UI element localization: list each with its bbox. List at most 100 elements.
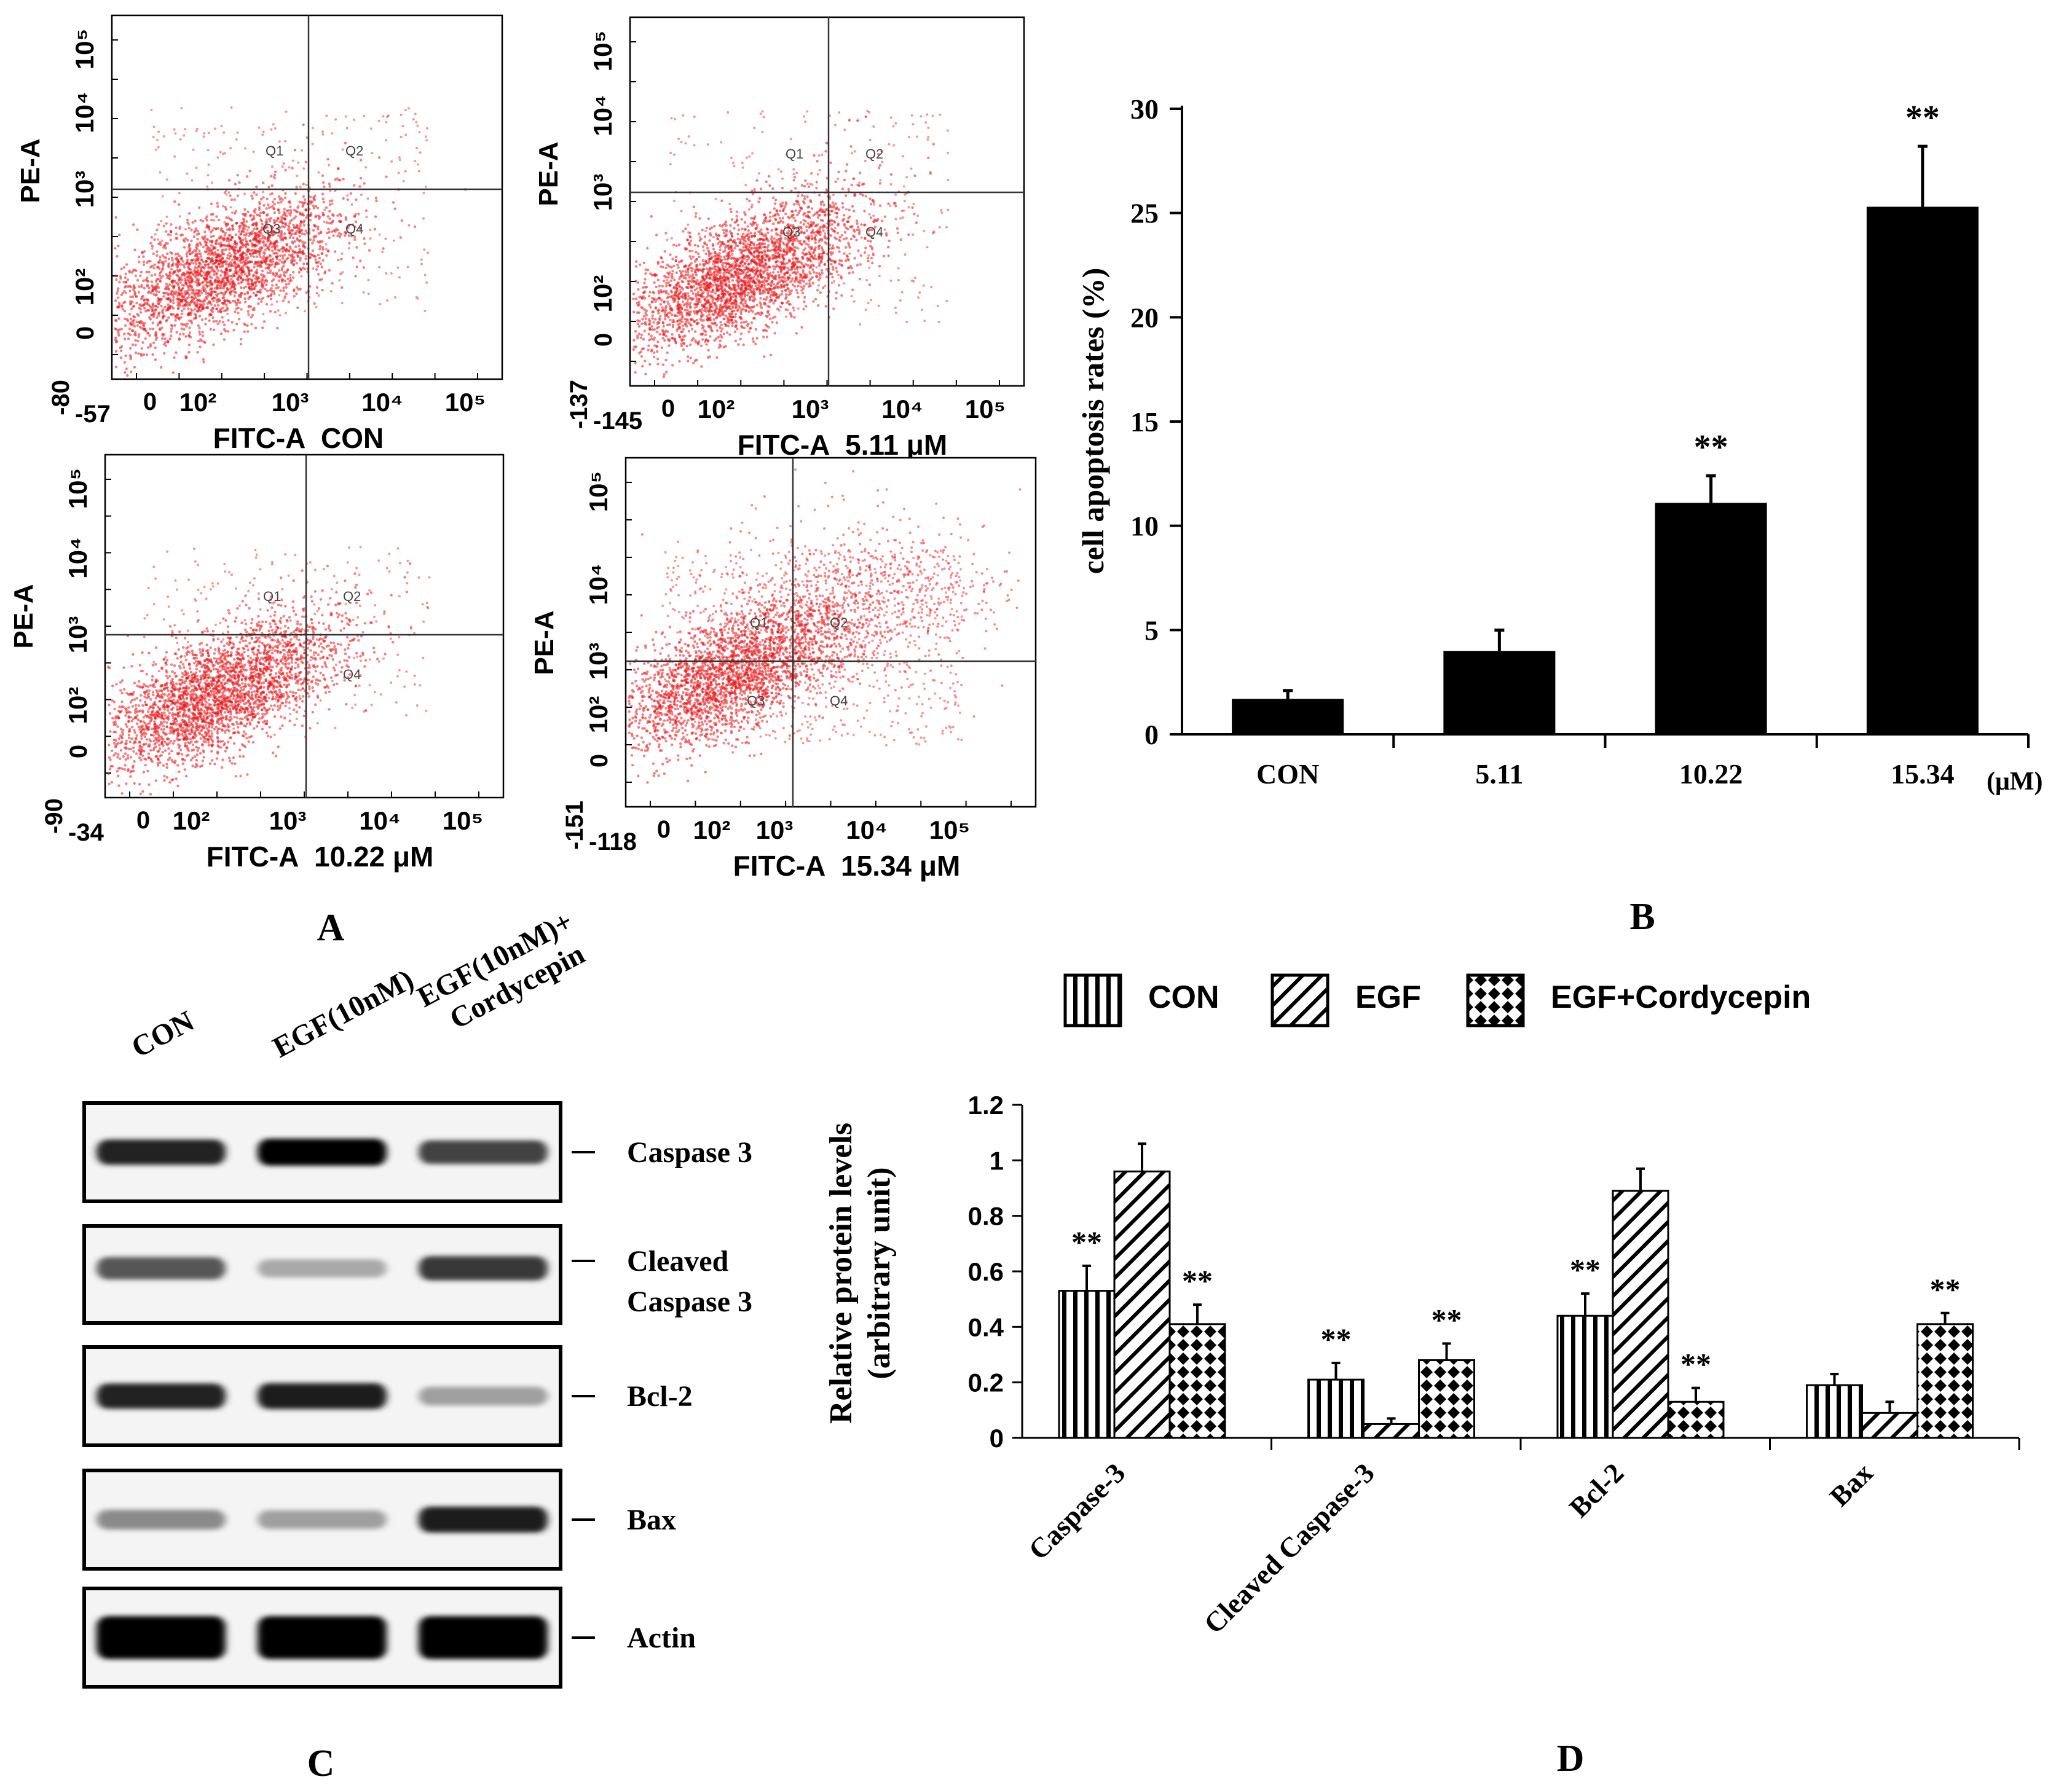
flow-dot [232, 261, 236, 264]
flow-dot [637, 325, 641, 328]
flow-dot [289, 202, 292, 205]
flow-dot [250, 323, 253, 326]
flow-dot [199, 268, 203, 272]
flow-dot [337, 167, 340, 170]
flow-dot [252, 214, 255, 218]
flow-dot [816, 275, 819, 278]
flow-dot [269, 258, 273, 262]
flow-dot [288, 253, 291, 257]
flow-dot [167, 288, 171, 291]
flow-dot [205, 244, 208, 247]
flow-dot [226, 274, 229, 277]
flow-y-tick-label: 10² [70, 269, 99, 306]
flow-dot [242, 234, 246, 237]
flow-dot [213, 290, 216, 293]
flow-dot [226, 222, 229, 225]
flow-dot [217, 292, 220, 296]
flow-dot [774, 292, 778, 296]
flow-dot [245, 225, 248, 228]
flow-dot [173, 270, 176, 273]
flow-dot [220, 125, 223, 128]
flow-dot [691, 292, 695, 295]
flow-dot [226, 239, 229, 243]
flow-dot [117, 331, 120, 334]
flow-dot [253, 265, 256, 269]
flow-dot [163, 337, 167, 340]
flow-dot [313, 255, 317, 258]
flow-dot [129, 317, 132, 321]
flow-dot [658, 285, 661, 288]
flow-dot [747, 277, 750, 280]
flow-dot [244, 285, 247, 288]
flow-dot [722, 332, 726, 336]
flow-dot [243, 192, 246, 195]
flow-dot [187, 227, 191, 230]
flow-dot [210, 287, 213, 290]
flow-dot [302, 251, 305, 254]
flow-dot [283, 217, 286, 221]
flow-dot [253, 288, 256, 291]
flow-dot [329, 290, 333, 292]
flow-dot [811, 276, 814, 279]
flow-dot [342, 178, 345, 181]
flow-dot [720, 199, 723, 202]
flow-dot [185, 325, 188, 328]
flow-dot [790, 262, 794, 266]
flow-dot [157, 242, 160, 246]
flow-dot [283, 232, 286, 235]
flow-dot [280, 231, 283, 234]
flow-dot [663, 373, 666, 376]
flow-dot [229, 147, 232, 150]
flow-dot [161, 239, 163, 242]
flow-dot [310, 254, 313, 257]
flow-dot [688, 306, 692, 309]
flow-dot [283, 297, 286, 300]
flow-dot [222, 230, 225, 234]
flow-dot [273, 292, 276, 296]
flow-dot [269, 240, 272, 243]
flow-dot [221, 205, 224, 208]
flow-dot [243, 214, 247, 218]
flow-dot [368, 249, 371, 252]
flow-dot [243, 300, 247, 304]
flow-dot [864, 195, 868, 198]
flow-dot [233, 242, 236, 245]
flow-dot [240, 291, 243, 294]
flow-dot [229, 194, 232, 197]
flow-dot [848, 272, 851, 275]
flow-dot [238, 301, 242, 304]
flow-dot [160, 268, 164, 271]
flow-dot [336, 229, 339, 232]
flow-dot [155, 293, 158, 296]
flow-dot [250, 242, 253, 245]
flow-dot [349, 192, 352, 195]
flow-dot [180, 309, 184, 313]
flow-dot [114, 247, 117, 250]
flow-dot [876, 218, 880, 221]
flow-dot [202, 361, 205, 364]
flow-dot [239, 342, 243, 346]
flow-dot [354, 213, 357, 216]
flow-dot [646, 246, 649, 250]
flow-dot [140, 353, 143, 356]
flow-dot [700, 308, 703, 311]
flow-dot [124, 281, 128, 284]
flow-dot [291, 232, 294, 235]
flow-dot [197, 324, 200, 328]
flow-dot [767, 288, 770, 291]
flow-dot [312, 206, 315, 210]
flow-dot [167, 303, 170, 306]
flow-dot [735, 294, 738, 297]
flow-dot [212, 227, 216, 230]
flow-dot [768, 184, 771, 187]
flow-dot [754, 247, 758, 250]
flow-dot [253, 285, 256, 288]
flow-dot [262, 244, 266, 247]
flow-dot [232, 280, 235, 284]
flow-dot [191, 309, 194, 312]
flow-dot [200, 274, 203, 277]
flow-dot [194, 249, 198, 253]
flow-dot [331, 281, 334, 285]
flow-dot [304, 241, 307, 244]
flow-dot [166, 308, 169, 311]
